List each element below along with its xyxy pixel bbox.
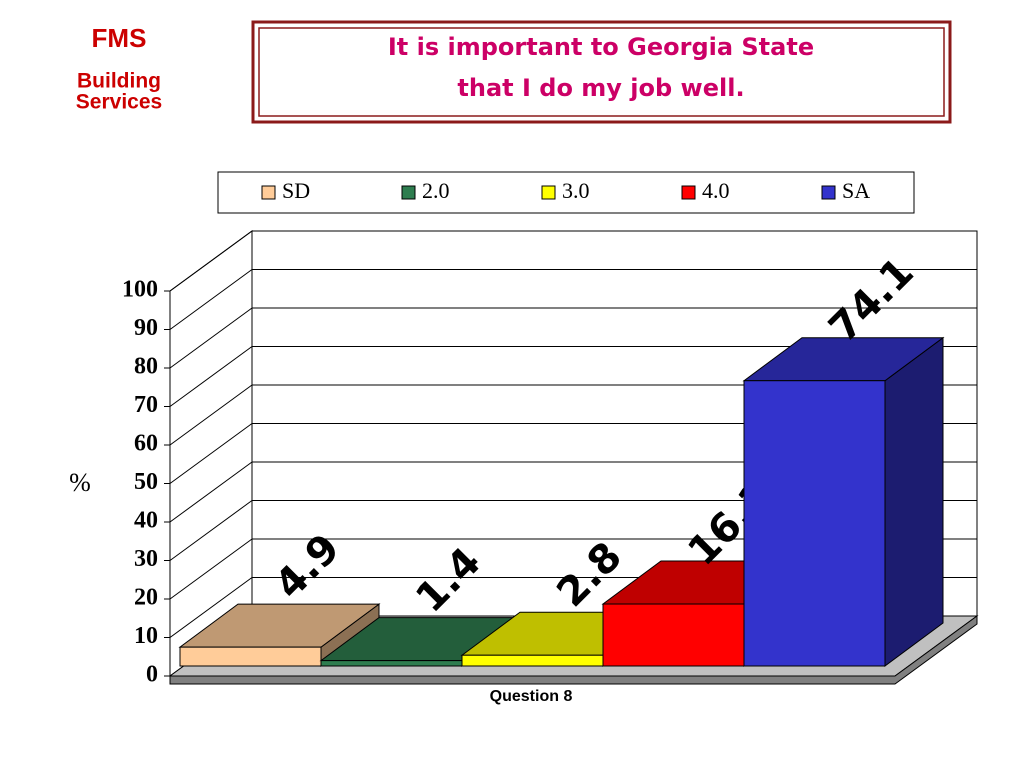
legend-swatch xyxy=(821,185,836,200)
bar xyxy=(602,603,745,667)
grid-line xyxy=(169,346,253,407)
y-tick-label: 0 xyxy=(146,662,158,688)
bar xyxy=(179,646,322,667)
legend xyxy=(217,171,915,214)
grid-line xyxy=(169,307,253,369)
y-tick-label: 60 xyxy=(134,431,158,457)
legend-label: SD xyxy=(282,178,310,203)
legend-swatch xyxy=(681,185,696,200)
y-axis-label: % xyxy=(69,468,91,497)
grid-line xyxy=(169,423,253,484)
legend-label: 4.0 xyxy=(702,178,730,203)
grid-line xyxy=(169,577,253,638)
legend-swatch xyxy=(401,185,416,200)
grid-line xyxy=(169,538,253,600)
y-tick-label: 30 xyxy=(134,546,158,572)
grid-line xyxy=(169,461,253,523)
y-tick-label: 20 xyxy=(134,585,158,611)
grid-line xyxy=(169,230,253,292)
title-frame xyxy=(251,20,952,124)
legend-label: SA xyxy=(842,178,870,203)
y-tick-label: 80 xyxy=(134,354,158,380)
chart-title: that I do my job well. xyxy=(457,74,744,102)
logo-title: FMS xyxy=(92,23,147,53)
x-axis-label: Question 8 xyxy=(490,688,573,705)
title-frame-inner xyxy=(258,27,945,117)
legend-label: 3.0 xyxy=(562,178,590,203)
bar xyxy=(743,380,886,667)
chart-title: It is important to Georgia State xyxy=(388,33,814,61)
legend-swatch xyxy=(261,185,276,200)
bar-side xyxy=(884,336,944,667)
y-tick-label: 90 xyxy=(134,315,158,341)
grid-line xyxy=(169,500,253,561)
legend-swatch xyxy=(541,185,556,200)
bar xyxy=(320,660,463,667)
grid-line xyxy=(169,269,253,330)
y-tick-label: 40 xyxy=(134,508,158,534)
y-tick-label: 70 xyxy=(134,392,158,418)
legend-label: 2.0 xyxy=(422,178,450,203)
y-tick-label: 100 xyxy=(122,277,158,303)
y-tick-label: 50 xyxy=(134,469,158,495)
bar xyxy=(461,654,604,667)
grid-line xyxy=(169,384,253,446)
logo-line: Services xyxy=(76,91,162,114)
logo-line: Building xyxy=(77,70,161,93)
y-tick-label: 10 xyxy=(134,623,158,649)
